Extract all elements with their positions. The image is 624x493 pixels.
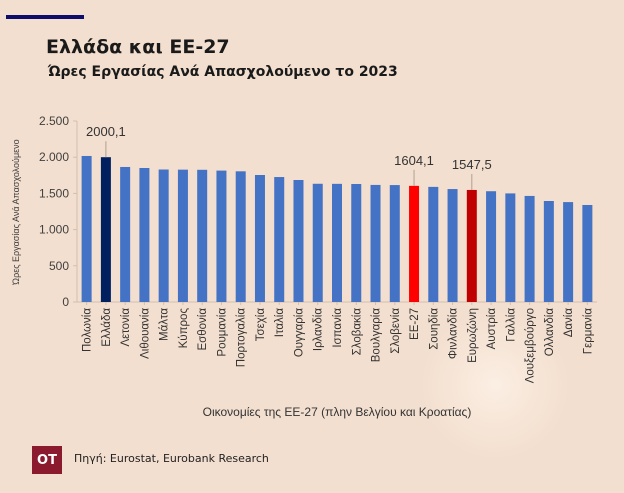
bar-4	[139, 167, 150, 302]
x-tick-label: Ολλανδία	[544, 308, 556, 357]
x-tick-label: Φινλανδία	[448, 308, 460, 359]
bar-7	[197, 169, 208, 302]
x-tick-label: Κύπρος	[178, 308, 190, 349]
bar-23	[505, 193, 516, 302]
bar-22	[486, 191, 497, 302]
y-axis-label: Ώρες Εργασίας Ανά Απασχολούμενο	[11, 139, 21, 285]
x-tick-label: Λουξεμβούργο	[525, 308, 537, 383]
bar-15	[351, 183, 362, 302]
bar-26	[563, 202, 574, 302]
bar-1	[81, 155, 92, 302]
ot-logo: OT	[32, 446, 62, 474]
x-tick-label: ΕΕ-27	[409, 308, 421, 340]
bar-20	[447, 189, 458, 302]
data-label: 2000,1	[86, 124, 126, 139]
x-tick-label: Αυστρία	[486, 308, 498, 350]
header-accent-line	[6, 15, 84, 19]
bar-19	[428, 186, 439, 302]
x-tick-label: Μάλτα	[159, 308, 171, 341]
x-tick-label: Σλοβακία	[351, 308, 363, 356]
bar-25	[543, 201, 554, 302]
y-tick-label: 500	[49, 259, 69, 273]
bar-12	[293, 180, 304, 302]
x-tick-label: Γαλλία	[505, 308, 517, 342]
x-tick-label: Εσθονία	[197, 308, 209, 351]
bar-5	[158, 169, 169, 302]
x-tick-label: Τσεχία	[255, 308, 267, 342]
bar-11	[274, 177, 285, 302]
x-tick-label: Λιθουανία	[139, 308, 151, 359]
y-tick-label: 1.000	[39, 223, 69, 237]
bar-14	[332, 183, 342, 302]
bar-27	[582, 204, 593, 302]
bar-3	[120, 166, 131, 302]
x-tick-label: Ιταλία	[274, 308, 286, 338]
bar-18	[409, 185, 420, 302]
bar-6	[177, 169, 188, 302]
bar-2	[100, 157, 111, 302]
x-tick-label: Ευρωζώνη	[467, 308, 479, 363]
data-label: 1547,5	[452, 157, 492, 172]
bar-9	[235, 171, 246, 302]
x-axis-label: Οικονομίες της ΕΕ-27 (πλην Βελγίου και Κ…	[203, 405, 472, 419]
background-glow	[420, 310, 570, 460]
y-tick-label: 2.000	[39, 150, 69, 164]
x-tick-label: Πορτογαλία	[236, 308, 248, 368]
x-tick-label: Πολωνία	[82, 308, 94, 352]
x-tick-label: Ισπανία	[332, 308, 344, 348]
data-label: 1604,1	[394, 153, 434, 168]
x-tick-label: Σλοβενία	[390, 308, 402, 354]
bar-17	[389, 185, 400, 302]
bar-8	[216, 170, 227, 302]
x-tick-label: Λετονία	[120, 308, 132, 347]
y-tick-label: 2.500	[39, 114, 69, 128]
source-note: Πηγή: Eurostat, Eurobank Research	[74, 452, 269, 465]
bar-21	[466, 189, 477, 302]
x-tick-label: Δανία	[563, 308, 575, 338]
bar-16	[370, 184, 381, 302]
chart-subtitle: Ώρες Εργασίας Ανά Απασχολούμενο το 2023	[48, 64, 398, 80]
x-tick-label: Βουλγαρία	[371, 308, 383, 363]
y-tick-label: 1.500	[39, 186, 69, 200]
x-tick-label: Ουγγαρία	[293, 308, 305, 357]
x-tick-label: Σουηδία	[428, 308, 440, 350]
bar-10	[254, 175, 265, 302]
bar-24	[524, 195, 535, 302]
bar-13	[312, 183, 323, 302]
chart-title: Ελλάδα και ΕΕ-27	[46, 36, 230, 58]
x-tick-label: Γερμανία	[582, 308, 594, 355]
y-tick-label: 0	[62, 295, 69, 309]
x-tick-label: Ελλάδα	[101, 308, 113, 347]
x-tick-label: Ρουμανία	[216, 308, 228, 357]
x-tick-label: Ιρλανδία	[313, 308, 325, 351]
